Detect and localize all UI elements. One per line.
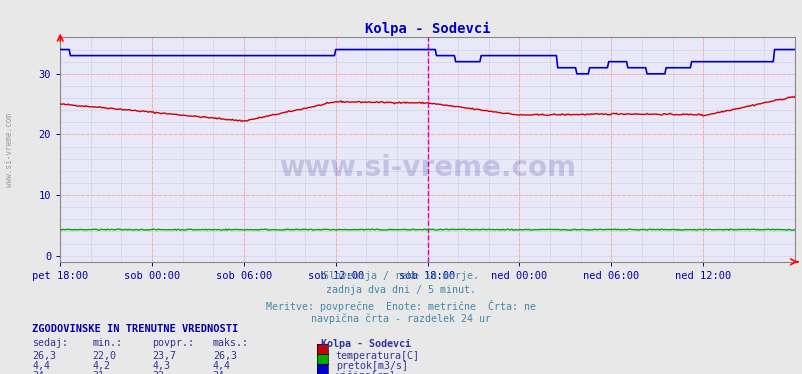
Text: 22,0: 22,0 — [92, 351, 116, 361]
Text: 4,4: 4,4 — [32, 361, 50, 371]
Text: 26,3: 26,3 — [213, 351, 237, 361]
Text: navpična črta - razdelek 24 ur: navpična črta - razdelek 24 ur — [311, 314, 491, 324]
Text: pretok[m3/s]: pretok[m3/s] — [335, 361, 407, 371]
Text: 34: 34 — [32, 371, 44, 374]
Text: 4,3: 4,3 — [152, 361, 170, 371]
Text: 26,3: 26,3 — [32, 351, 56, 361]
Text: 31: 31 — [92, 371, 104, 374]
Text: Slovenija / reke in morje.: Slovenija / reke in morje. — [323, 271, 479, 281]
Text: sedaj:: sedaj: — [32, 338, 68, 349]
Text: Kolpa - Sodevci: Kolpa - Sodevci — [321, 338, 411, 349]
Text: zadnja dva dni / 5 minut.: zadnja dva dni / 5 minut. — [326, 285, 476, 295]
Text: maks.:: maks.: — [213, 338, 249, 349]
Text: temperatura[C]: temperatura[C] — [335, 351, 419, 361]
Text: 4,2: 4,2 — [92, 361, 110, 371]
Text: www.si-vreme.com: www.si-vreme.com — [279, 154, 575, 181]
Text: www.si-vreme.com: www.si-vreme.com — [5, 113, 14, 187]
Text: 23,7: 23,7 — [152, 351, 176, 361]
Text: 34: 34 — [213, 371, 225, 374]
Text: 32: 32 — [152, 371, 164, 374]
Text: ZGODOVINSKE IN TRENUTNE VREDNOSTI: ZGODOVINSKE IN TRENUTNE VREDNOSTI — [32, 324, 238, 334]
Text: min.:: min.: — [92, 338, 122, 349]
Text: 4,4: 4,4 — [213, 361, 230, 371]
Text: Meritve: povprečne  Enote: metrične  Črta: ne: Meritve: povprečne Enote: metrične Črta:… — [266, 300, 536, 312]
Text: višina[cm]: višina[cm] — [335, 371, 395, 374]
Text: povpr.:: povpr.: — [152, 338, 194, 349]
Title: Kolpa - Sodevci: Kolpa - Sodevci — [364, 22, 490, 36]
